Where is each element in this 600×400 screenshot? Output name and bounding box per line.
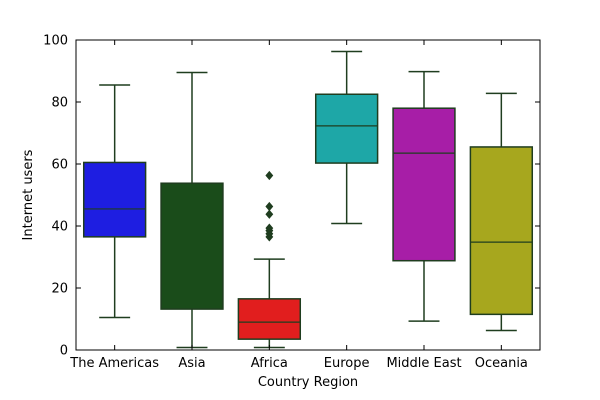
x-tick-label: Middle East bbox=[386, 356, 461, 371]
box-body bbox=[314, 93, 379, 164]
y-tick-label: 100 bbox=[43, 34, 68, 49]
x-tick-label: Africa bbox=[251, 356, 288, 371]
outlier-point bbox=[265, 223, 274, 233]
box-group bbox=[392, 70, 456, 322]
box-body bbox=[237, 298, 302, 340]
outlier-point bbox=[265, 201, 274, 212]
box-group bbox=[314, 50, 379, 225]
x-axis-label: Country Region bbox=[258, 375, 358, 390]
x-tick-label: The Americas bbox=[69, 356, 159, 371]
x-axis: The Americas Asia Africa Europe Middle East O… bbox=[69, 40, 528, 371]
y-tick-label: 80 bbox=[51, 96, 68, 111]
y-tick-label: 60 bbox=[51, 158, 68, 173]
y-tick-label: 0 bbox=[60, 344, 68, 359]
x-tick-label: Europe bbox=[324, 356, 370, 371]
boxes-layer bbox=[82, 50, 534, 349]
box-group bbox=[82, 84, 147, 319]
box-group bbox=[160, 71, 224, 349]
plot-frame bbox=[75, 39, 541, 351]
y-axis-label: Internet users bbox=[21, 149, 36, 240]
x-tick-label: Asia bbox=[178, 356, 205, 371]
outlier-point bbox=[265, 170, 274, 181]
box-body bbox=[469, 146, 534, 316]
box-group bbox=[237, 170, 302, 349]
box-body bbox=[160, 182, 224, 310]
y-axis: 0 20 40 60 80 100 bbox=[43, 34, 540, 359]
box-group bbox=[469, 92, 534, 332]
y-tick-label: 40 bbox=[51, 220, 68, 235]
box-body bbox=[82, 161, 147, 238]
outlier-point bbox=[265, 209, 274, 219]
box-body bbox=[392, 107, 456, 262]
x-tick-label: Oceania bbox=[475, 356, 528, 371]
y-tick-label: 20 bbox=[51, 282, 68, 297]
